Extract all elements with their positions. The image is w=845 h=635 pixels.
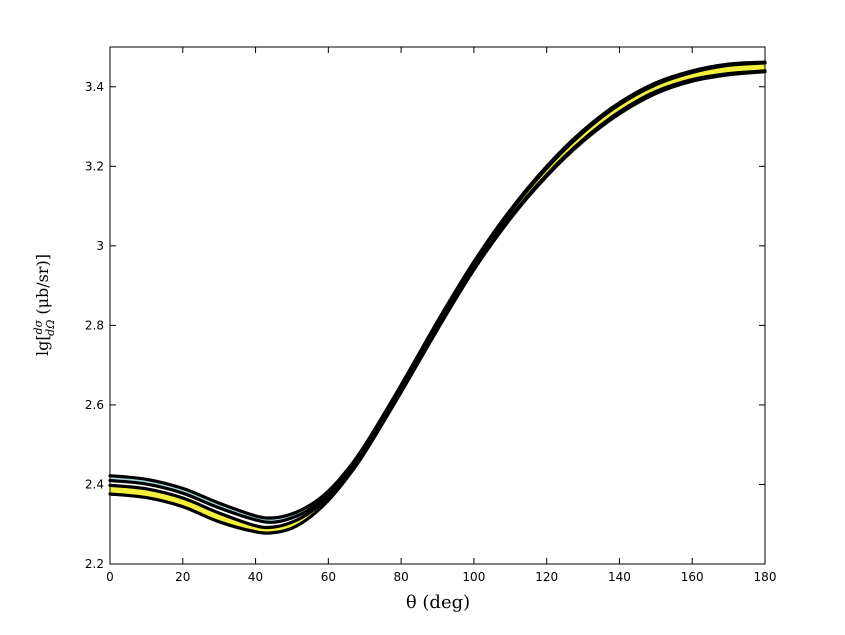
x-tick-label: 120 [535, 570, 558, 584]
y-tick-label: 3.4 [85, 80, 104, 94]
x-tick-label: 140 [608, 570, 631, 584]
y-tick-label: 2.4 [85, 477, 104, 491]
x-axis: 0 20 40 60 80 100 120 140 160 180 [106, 47, 776, 584]
y-tick-label: 2.6 [85, 398, 104, 412]
x-tick-label: 60 [321, 570, 336, 584]
x-tick-label: 80 [393, 570, 408, 584]
x-tick-label: 0 [106, 570, 114, 584]
x-tick-label: 180 [754, 570, 777, 584]
y-axis-title: lg[dσdΩ (μb/sr)] [32, 254, 57, 356]
x-tick-label: 40 [248, 570, 263, 584]
ylabel-suffix: (μb/sr)] [33, 254, 52, 320]
plot-frame [109, 46, 766, 565]
ylabel-frac-den: dΩ [44, 320, 57, 336]
y-tick-label: 2.8 [85, 318, 104, 332]
ylabel-frac-num: dσ [32, 319, 45, 334]
plot-area [110, 47, 765, 564]
series-line-4 [108, 70, 767, 535]
y-tick-label: 2.2 [85, 557, 104, 571]
x-tick-label: 100 [462, 570, 485, 584]
x-axis-title: θ (deg) [406, 592, 470, 613]
y-tick-label: 3.2 [85, 159, 104, 173]
x-tick-label: 160 [681, 570, 704, 584]
series-lines [108, 60, 767, 535]
svg-text:lg[dσdΩ (μb/sr)]: lg[dσdΩ (μb/sr)] [32, 254, 57, 356]
x-tick-label: 20 [175, 570, 190, 584]
y-axis: 2.2 2.4 2.6 2.8 3 3.2 3.4 [85, 80, 765, 571]
y-tick-label: 3 [96, 239, 104, 253]
ylabel-prefix: lg[ [33, 334, 52, 356]
